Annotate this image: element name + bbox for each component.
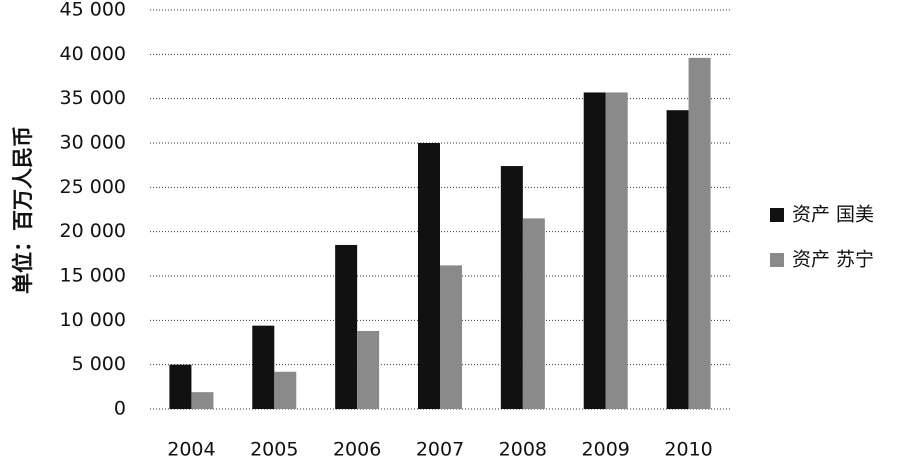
y-tick-label: 5 000 [72,353,126,375]
y-tick-label: 45 000 [60,0,126,21]
bar [605,92,628,410]
legend-label: 资产 苏宁 [792,249,874,271]
y-tick-label: 15 000 [60,265,126,287]
bar [522,218,545,409]
x-tick-label: 2006 [333,439,381,461]
bar [440,265,462,409]
y-tick-label: 35 000 [60,87,126,109]
y-tick-label: 0 [114,398,126,420]
x-tick-label: 2004 [167,439,215,461]
legend-label: 资产 国美 [792,204,874,226]
x-tick-label: 2009 [582,439,630,461]
bar [169,364,192,409]
bar [688,57,711,409]
x-tick-label: 2008 [499,439,547,461]
bar [357,330,380,409]
x-tick-label: 2010 [664,439,712,461]
y-tick-label: 10 000 [60,309,126,331]
y-axis-title: 单位：百万人民币 [11,126,35,294]
y-tick-label: 40 000 [60,43,126,65]
y-tick-label: 20 000 [60,220,126,242]
bar [191,392,214,409]
bar [335,244,358,409]
y-tick-label: 30 000 [60,132,126,154]
legend-swatch [770,208,784,222]
x-tick-label: 2007 [416,439,464,461]
y-tick-label: 25 000 [60,176,126,198]
bar [666,110,689,410]
legend-swatch [770,253,784,267]
bar [418,143,440,409]
bar [274,371,297,409]
bar [583,92,606,410]
bar [252,325,275,409]
x-tick-label: 2005 [250,439,298,461]
bar [500,166,523,409]
